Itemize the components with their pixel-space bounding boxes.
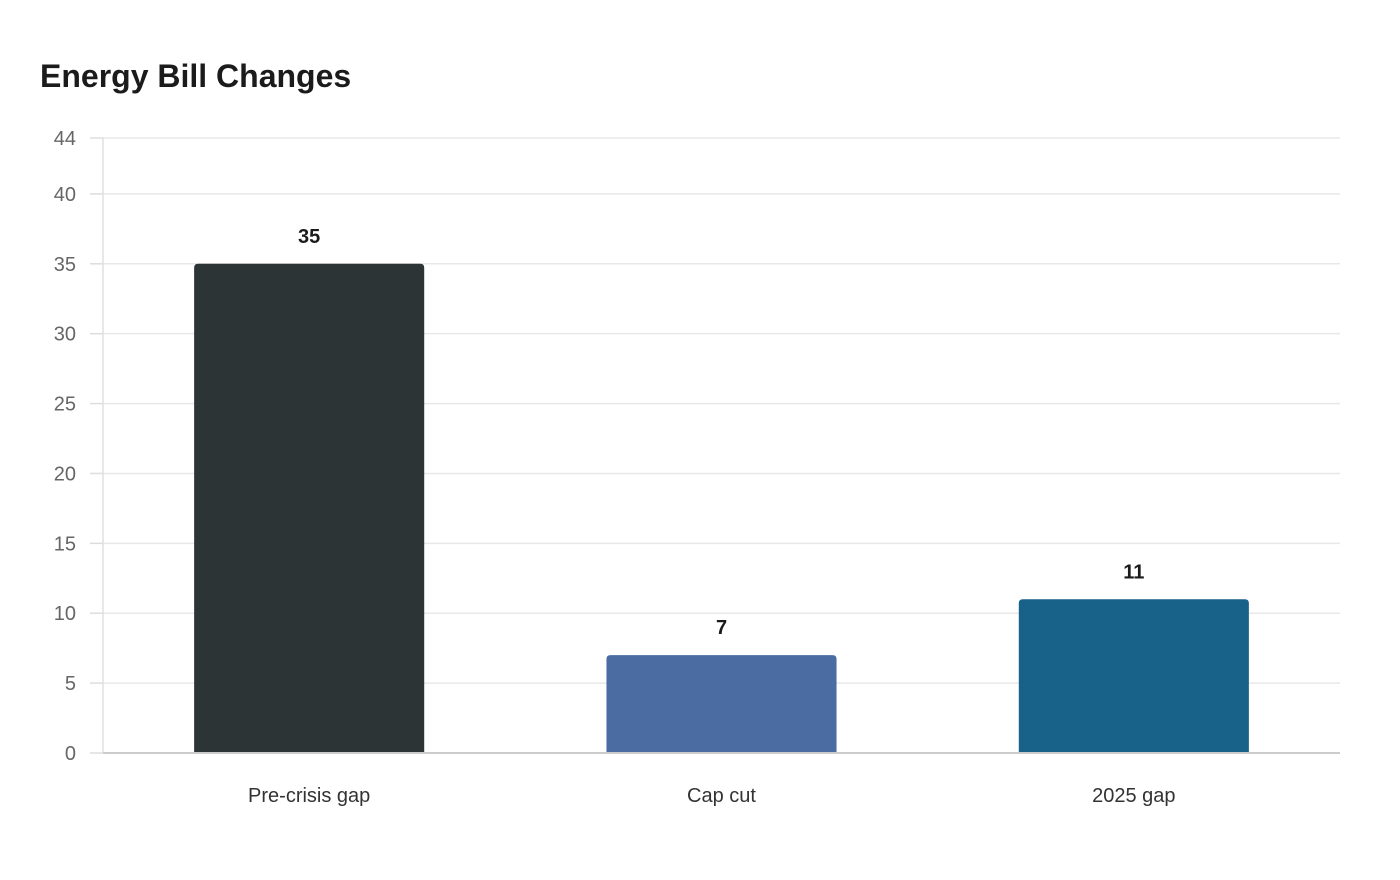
y-tick-label: 30 bbox=[54, 324, 76, 346]
x-tick-label: Pre-crisis gap bbox=[248, 785, 370, 807]
data-label: 35 bbox=[298, 226, 320, 248]
y-axis-ticks: 0 5 10 15 20 25 30 35 40 44 bbox=[54, 128, 103, 765]
x-axis-labels: Pre-crisis gap Cap cut 2025 gap bbox=[248, 785, 1176, 807]
bar-cap-cut bbox=[606, 655, 837, 753]
data-label: 7 bbox=[716, 617, 727, 639]
x-tick-label: 2025 gap bbox=[1092, 785, 1175, 807]
bar-pre-crisis-gap bbox=[194, 263, 425, 753]
bar-2025-gap bbox=[1018, 599, 1249, 753]
y-tick-label: 20 bbox=[54, 463, 76, 485]
y-tick-label: 40 bbox=[54, 184, 76, 206]
y-tick-label: 0 bbox=[65, 743, 76, 765]
bars bbox=[194, 263, 1249, 753]
y-tick-label: 10 bbox=[54, 603, 76, 625]
x-tick-label: Cap cut bbox=[687, 785, 756, 807]
y-tick-label: 15 bbox=[54, 533, 76, 555]
data-label: 11 bbox=[1123, 561, 1144, 583]
y-tick-label: 5 bbox=[65, 673, 76, 695]
chart-title: Energy Bill Changes bbox=[40, 58, 352, 94]
y-tick-label: 25 bbox=[54, 394, 76, 416]
value-labels: 35 7 11 bbox=[298, 226, 1144, 639]
y-tick-label: 35 bbox=[54, 254, 76, 276]
y-tick-label: 44 bbox=[54, 128, 76, 150]
